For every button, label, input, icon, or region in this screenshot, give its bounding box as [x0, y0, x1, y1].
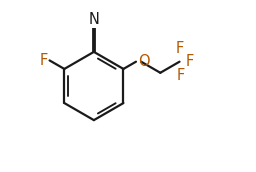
- Text: F: F: [175, 41, 184, 56]
- Text: F: F: [40, 53, 48, 68]
- Text: N: N: [88, 12, 99, 27]
- Text: F: F: [177, 68, 185, 83]
- Text: F: F: [186, 54, 194, 69]
- Text: O: O: [138, 53, 150, 68]
